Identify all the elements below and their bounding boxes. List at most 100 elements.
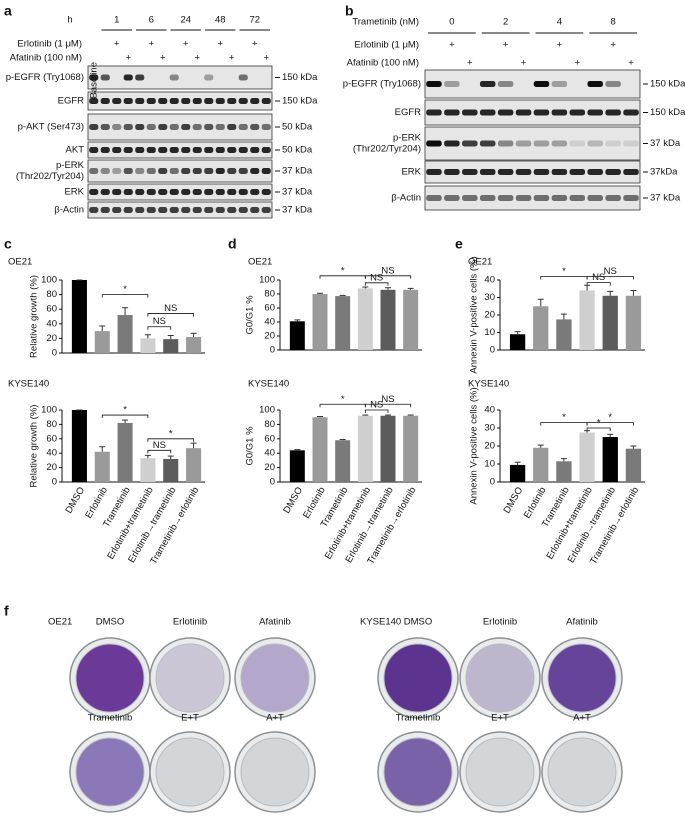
blot-band <box>169 189 179 195</box>
y-axis-label: Annexin V-positive cells (%) <box>469 387 480 504</box>
y-tick-label: 60 <box>264 303 275 314</box>
blot-band <box>227 168 237 174</box>
sig-bracket <box>364 275 412 279</box>
bar <box>509 464 526 482</box>
blot-band <box>426 109 442 116</box>
blot-band <box>587 140 603 147</box>
blot-band <box>215 189 225 195</box>
blot-band <box>204 207 214 213</box>
blot-band <box>227 98 237 104</box>
blot-band <box>123 207 133 213</box>
bar <box>312 294 328 350</box>
size-label: 150 kDa <box>650 107 685 118</box>
y-tick-label: 80 <box>46 289 57 300</box>
bar <box>335 296 351 350</box>
blot-band <box>112 147 122 153</box>
treatment-label: Afatinib (100 nM) <box>347 58 419 69</box>
plate-well <box>155 737 225 807</box>
y-tick-label: 60 <box>264 433 275 444</box>
blot-band <box>462 140 478 147</box>
y-tick-label: 30 <box>484 292 495 303</box>
bar <box>71 410 87 482</box>
size-label: 37 kDa <box>282 187 313 198</box>
size-label: 150 kDa <box>282 96 318 107</box>
treatment-mark: + <box>217 39 223 50</box>
blot-band <box>112 124 122 130</box>
row-label: p-ERK <box>56 160 85 171</box>
blot-band <box>497 109 514 116</box>
blot-band <box>204 98 214 104</box>
chart-title: KYSE140 <box>248 379 289 390</box>
blot-band <box>181 124 191 130</box>
blot-band <box>146 98 156 104</box>
blot-band <box>227 124 237 130</box>
y-tick-label: 10 <box>484 327 495 338</box>
blot-band <box>169 74 179 81</box>
blot-band <box>123 74 133 81</box>
size-label: 50 kDa <box>282 122 313 133</box>
bar <box>579 290 595 350</box>
blot-band <box>100 168 110 174</box>
blot-band <box>479 195 496 201</box>
panel-label: d <box>228 236 237 252</box>
blot-band <box>569 109 586 116</box>
y-tick-label: 20 <box>264 331 275 342</box>
y-tick-label: 40 <box>484 275 495 286</box>
blot-strip <box>87 91 273 111</box>
group-title: Trametinib (nM) <box>352 17 419 28</box>
timepoint-label: 6 <box>149 15 154 26</box>
y-tick-label: 80 <box>264 419 275 430</box>
blot-band <box>112 189 122 195</box>
sig-label: NS <box>370 272 383 283</box>
blot-band <box>250 189 260 195</box>
treatment-mark: + <box>183 39 189 50</box>
sig-label: NS <box>592 272 605 283</box>
blot-band <box>204 168 214 174</box>
blot-band <box>515 169 532 175</box>
treatment-mark: + <box>575 58 581 69</box>
group-label: 2 <box>503 17 508 28</box>
blot-band <box>587 81 603 87</box>
plate-well <box>240 737 310 807</box>
blot-band <box>250 98 260 104</box>
panel-label: c <box>4 236 12 252</box>
y-tick-label: 80 <box>264 289 275 300</box>
blot-band <box>135 207 145 213</box>
blot-band <box>158 189 168 195</box>
y-tick-label: 20 <box>264 462 275 473</box>
blot-band <box>238 168 248 174</box>
timepoint-label: 72 <box>249 15 260 26</box>
blot-band <box>135 98 145 104</box>
blot-band <box>123 98 133 104</box>
blot-band <box>569 169 586 175</box>
treatment-mark: + <box>610 40 616 51</box>
sig-label: * <box>562 412 566 423</box>
bar <box>289 450 305 482</box>
bar <box>357 415 373 482</box>
sig-bracket <box>586 422 634 426</box>
blot-strip <box>87 141 273 159</box>
blot-band <box>238 98 248 104</box>
blot-band <box>112 207 122 213</box>
y-tick-label: 0 <box>52 477 57 488</box>
plate-group-title: OE21 <box>48 617 72 628</box>
treatment-mark: + <box>449 40 455 51</box>
blot-band <box>158 147 168 153</box>
sig-label: * <box>123 284 127 295</box>
blot-band <box>135 168 145 174</box>
y-tick-label: 20 <box>46 462 57 473</box>
group-label: 0 <box>449 17 454 28</box>
chart-title: OE21 <box>468 257 492 268</box>
treatment-mark: + <box>467 58 473 69</box>
blot-band <box>158 207 168 213</box>
sig-label: NS <box>164 303 177 314</box>
blot-band <box>100 124 110 130</box>
blot-band <box>515 140 532 147</box>
y-tick-label: 0 <box>270 345 275 356</box>
blot-band <box>146 207 156 213</box>
blot-band <box>497 169 514 175</box>
bar <box>625 295 642 350</box>
blot-band <box>497 195 514 201</box>
y-tick-label: 40 <box>46 448 57 459</box>
plate-well <box>465 737 535 807</box>
